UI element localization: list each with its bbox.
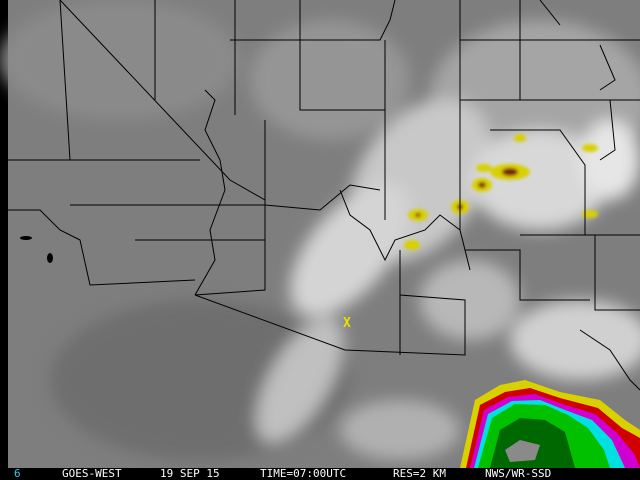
location-marker: X — [343, 316, 351, 331]
satellite-name: GOES-WEST — [62, 467, 122, 480]
image-caption-bar: 6 GOES-WEST 19 SEP 15 TIME=07:00UTC RES=… — [0, 468, 640, 480]
left-border — [0, 0, 8, 468]
cloud-field — [0, 0, 640, 460]
image-resolution: RES=2 KM — [393, 467, 446, 480]
channel-number: 6 — [14, 467, 21, 480]
image-date: 19 SEP 15 — [160, 467, 220, 480]
tropical-storm-enhancement — [460, 380, 640, 468]
water-vapor-satellite-map: X — [0, 0, 640, 468]
image-source: NWS/WR-SSD — [485, 467, 552, 480]
image-time: TIME=07:00UTC — [260, 467, 347, 480]
state-county-boundaries — [8, 0, 640, 391]
coastline-islands — [20, 236, 53, 263]
